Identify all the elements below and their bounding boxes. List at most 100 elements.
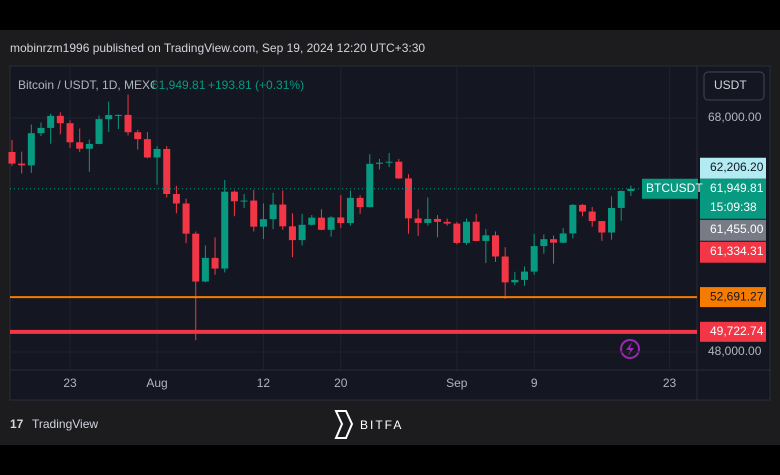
candle-body (143, 139, 151, 158)
candle-body (588, 211, 596, 222)
change: +193.81 (+0.31%) (208, 78, 304, 92)
candle-body (269, 204, 277, 220)
watermark-logo (334, 410, 354, 439)
event-bolt (626, 342, 634, 356)
candle-body (395, 161, 403, 179)
candle-body (443, 221, 451, 224)
symbol-tag (642, 178, 698, 199)
event-icon[interactable] (620, 339, 640, 359)
y-tick-label: 68,000.00 (708, 110, 762, 124)
candle-body (85, 143, 93, 149)
last-price: 61,949.81 (152, 78, 206, 92)
candle-body (47, 115, 55, 128)
candle-body (288, 226, 296, 241)
x-tick-label: 12 (257, 376, 271, 390)
price-tag (700, 157, 766, 179)
candle-body (201, 257, 209, 282)
candle-body (37, 127, 45, 134)
candle-body (124, 114, 132, 133)
candle-body (153, 148, 161, 158)
candle-body (211, 257, 219, 269)
candle-body (327, 217, 335, 230)
candle-body (192, 233, 200, 282)
candle-body (472, 221, 480, 241)
x-tick-label: 23 (63, 376, 77, 390)
candle-body (346, 197, 354, 224)
candle-body (27, 133, 35, 166)
candle-body (375, 162, 383, 164)
currency-button[interactable] (703, 71, 765, 101)
candle-body (308, 217, 316, 225)
symbol-title: Bitcoin / USDT, 1D, MEXC (18, 78, 159, 92)
countdown: 15:09:38 (710, 200, 757, 214)
candle-body (76, 142, 84, 149)
candle-body (95, 119, 103, 144)
candle-body (627, 188, 635, 192)
candle-body (105, 115, 113, 120)
candle-body (230, 191, 238, 202)
candle-body (608, 207, 616, 233)
candle-body (250, 200, 258, 227)
watermark: BITFA (360, 418, 403, 432)
candle-body (259, 219, 267, 227)
candle-body (404, 178, 412, 219)
candle-body (163, 148, 171, 195)
candle-body (385, 161, 393, 163)
candle-body (134, 132, 142, 140)
price-tag-label: 61,455.00 (710, 222, 764, 236)
candle-body (617, 191, 625, 208)
line-tag (700, 321, 766, 342)
candle-body (8, 152, 16, 164)
candle-body (598, 221, 606, 233)
candle-body (521, 271, 529, 280)
candle-body (356, 197, 364, 208)
candle-body (172, 194, 180, 204)
candle-body (366, 163, 374, 208)
candle-body (511, 279, 519, 283)
candle-body (569, 204, 577, 234)
candle-body (279, 204, 287, 227)
brand-logo: 17 (10, 417, 24, 431)
candle-body (18, 163, 26, 166)
x-tick-label: Sep (446, 376, 468, 390)
candle-body (550, 239, 558, 243)
x-tick-label: 23 (663, 376, 677, 390)
candle-body (579, 204, 587, 212)
candle-body (424, 218, 432, 223)
candle-body (298, 224, 306, 241)
x-tick-label: Aug (146, 376, 167, 390)
candle-body (337, 217, 345, 224)
candle-body (317, 217, 325, 230)
price-tag-label: 62,206.20 (710, 160, 764, 174)
candle-body (66, 123, 74, 143)
candle-body (540, 239, 548, 247)
x-tick-label: 20 (334, 376, 348, 390)
candle-body (433, 218, 441, 222)
line-tag (700, 287, 766, 308)
price-tag-label: 61,949.81 (710, 181, 764, 195)
price-tag-label: 61,334.31 (710, 244, 764, 258)
candle-body (453, 223, 461, 243)
candle-body (530, 246, 538, 272)
line-tag-label: 49,722.74 (710, 324, 764, 338)
x-tick-label: 9 (531, 376, 538, 390)
candle-body (56, 115, 64, 124)
candle-body (482, 235, 490, 241)
brand: TradingView (32, 417, 98, 431)
symbol-tag-label: BTCUSDT (646, 181, 703, 195)
candle-body (240, 200, 248, 202)
candle-body (221, 191, 229, 269)
candle-body (501, 256, 509, 283)
price-tag (700, 219, 766, 241)
price-tag (700, 241, 766, 263)
candle-body (182, 203, 190, 234)
source-line: mobinrzm1996 published on TradingView.co… (10, 41, 425, 55)
candle-body (114, 114, 122, 116)
candle-body (462, 221, 470, 243)
plot-area (9, 65, 771, 401)
y-tick-label: 48,000.00 (708, 344, 762, 358)
currency-label[interactable]: USDT (714, 78, 747, 92)
candle-body (414, 218, 422, 223)
candle-body (492, 235, 499, 257)
